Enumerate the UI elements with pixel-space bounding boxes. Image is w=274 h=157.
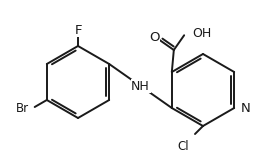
Text: N: N (241, 101, 251, 114)
Text: OH: OH (192, 27, 212, 40)
Text: O: O (149, 31, 159, 44)
Text: NH: NH (131, 79, 150, 92)
Text: Br: Br (16, 103, 29, 116)
Text: Cl: Cl (177, 140, 189, 153)
Text: F: F (74, 24, 82, 36)
